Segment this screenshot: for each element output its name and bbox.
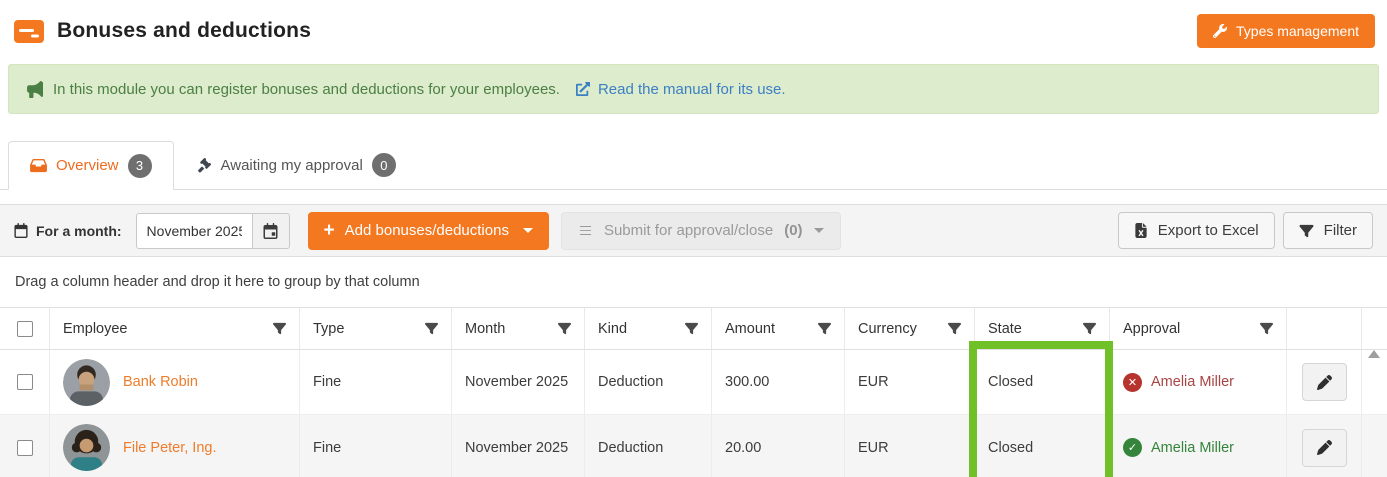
- column-header-employee[interactable]: Employee: [50, 308, 300, 349]
- pencil-icon: [1316, 440, 1332, 455]
- filter-funnel-icon[interactable]: [948, 322, 961, 335]
- tab-overview-badge: 3: [127, 153, 152, 178]
- scrollbar-up-arrow[interactable]: [1368, 350, 1380, 358]
- column-header-state[interactable]: State: [975, 308, 1110, 349]
- chevron-down-icon: [813, 228, 824, 233]
- avatar: [63, 424, 110, 471]
- employee-cell: File Peter, Ing.: [50, 415, 300, 477]
- rejected-icon: [1123, 372, 1142, 392]
- group-by-drop-zone[interactable]: Drag a column header and drop it here to…: [0, 257, 1387, 307]
- export-to-excel-button[interactable]: Export to Excel: [1117, 212, 1275, 249]
- column-header-approval[interactable]: Approval: [1110, 308, 1287, 349]
- month-picker-button[interactable]: [251, 212, 290, 249]
- filter-funnel-icon[interactable]: [685, 322, 698, 335]
- column-header-scrollbar: [1362, 308, 1387, 349]
- tab-awaiting-badge: 0: [371, 153, 396, 177]
- row-select-cell: [0, 350, 50, 414]
- approval-cell: Amelia Miller: [1110, 415, 1287, 477]
- pencil-icon: [1316, 374, 1332, 390]
- type-cell: Fine: [300, 350, 452, 414]
- employee-cell: Bank Robin: [50, 350, 300, 414]
- submit-count: (0): [784, 222, 803, 239]
- filter-funnel-icon[interactable]: [273, 322, 286, 335]
- scrollbar-track[interactable]: [1362, 350, 1387, 414]
- filter-funnel-icon[interactable]: [1260, 322, 1273, 335]
- banner-message: In this module you can register bonuses …: [53, 80, 560, 98]
- kind-cell: Deduction: [585, 350, 712, 414]
- add-bonuses-deductions-button[interactable]: Add bonuses/deductions: [307, 211, 549, 250]
- read-manual-link[interactable]: Read the manual for its use.: [575, 81, 786, 98]
- select-all-checkbox[interactable]: [16, 320, 33, 337]
- column-header-amount[interactable]: Amount: [712, 308, 845, 349]
- approver-name: Amelia Miller: [1151, 374, 1234, 390]
- column-header-type[interactable]: Type: [300, 308, 452, 349]
- month-cell: November 2025: [452, 350, 585, 414]
- avatar: [63, 358, 110, 406]
- calendar-picker-icon: [263, 222, 278, 239]
- inbox-icon: [30, 158, 47, 173]
- currency-cell: EUR: [845, 350, 975, 414]
- kind-cell: Deduction: [585, 415, 712, 477]
- state-cell: Closed: [975, 415, 1110, 477]
- row-select-cell: [0, 415, 50, 477]
- tab-awaiting-label: Awaiting my approval: [220, 156, 363, 174]
- approved-icon: [1123, 438, 1142, 457]
- state-cell: Closed: [975, 350, 1110, 414]
- table-row: Bank Robin Fine November 2025 Deduction …: [0, 350, 1387, 415]
- row-checkbox[interactable]: [16, 374, 33, 390]
- for-a-month-label: For a month:: [14, 223, 122, 239]
- tab-overview-label: Overview: [56, 157, 119, 174]
- types-management-button[interactable]: Types management: [1197, 14, 1375, 48]
- filter-funnel-icon[interactable]: [425, 322, 438, 335]
- filter-funnel-icon[interactable]: [558, 322, 571, 335]
- page-header: Bonuses and deductions Types management: [0, 0, 1387, 62]
- amount-cell: 20.00: [712, 415, 845, 477]
- type-cell: Fine: [300, 415, 452, 477]
- filter-funnel-icon[interactable]: [1083, 322, 1096, 335]
- column-header-kind[interactable]: Kind: [585, 308, 712, 349]
- page-title: Bonuses and deductions: [57, 19, 312, 42]
- plus-icon: [324, 221, 335, 240]
- scrollbar-track[interactable]: [1362, 415, 1387, 477]
- tab-awaiting-my-approval[interactable]: Awaiting my approval 0: [174, 141, 417, 189]
- chevron-down-icon: [522, 228, 533, 233]
- bullhorn-icon: [26, 80, 43, 98]
- table-row: File Peter, Ing. Fine November 2025 Dedu…: [0, 415, 1387, 477]
- approver-name: Amelia Miller: [1151, 439, 1234, 456]
- edit-button[interactable]: [1301, 428, 1347, 467]
- column-header-month[interactable]: Month: [452, 308, 585, 349]
- calendar-icon: [14, 223, 28, 238]
- currency-cell: EUR: [845, 415, 975, 477]
- bonuses-module-icon: [14, 19, 44, 43]
- actions-cell: [1287, 350, 1362, 414]
- select-all-cell: [0, 308, 50, 349]
- edit-button[interactable]: [1301, 363, 1347, 401]
- filter-funnel-icon: [1299, 224, 1314, 237]
- column-header-currency[interactable]: Currency: [845, 308, 975, 349]
- menu-bars-icon: [579, 226, 592, 235]
- month-cell: November 2025: [452, 415, 585, 477]
- excel-file-icon: [1135, 223, 1147, 238]
- external-link-icon: [575, 82, 590, 96]
- row-checkbox[interactable]: [16, 439, 33, 456]
- employee-link[interactable]: File Peter, Ing.: [123, 439, 217, 456]
- gavel-icon: [195, 157, 212, 173]
- approval-cell: Amelia Miller: [1110, 350, 1287, 414]
- table-header-row: Employee Type Month Kind Amount Currency…: [0, 307, 1387, 350]
- amount-cell: 300.00: [712, 350, 845, 414]
- tab-bar: Overview 3 Awaiting my approval 0: [0, 141, 1387, 190]
- month-input[interactable]: [135, 212, 252, 249]
- toolbar: For a month: Add bonuses/deductions Subm…: [0, 204, 1387, 257]
- filter-funnel-icon[interactable]: [818, 322, 831, 335]
- wrench-icon: [1213, 24, 1228, 38]
- tab-overview[interactable]: Overview 3: [8, 141, 174, 190]
- info-banner: In this module you can register bonuses …: [8, 64, 1379, 114]
- actions-cell: [1287, 415, 1362, 477]
- employee-link[interactable]: Bank Robin: [123, 374, 198, 390]
- filter-button[interactable]: Filter: [1282, 212, 1373, 249]
- column-header-actions: [1287, 308, 1362, 349]
- submit-for-approval-button[interactable]: Submit for approval/close (0): [560, 211, 841, 250]
